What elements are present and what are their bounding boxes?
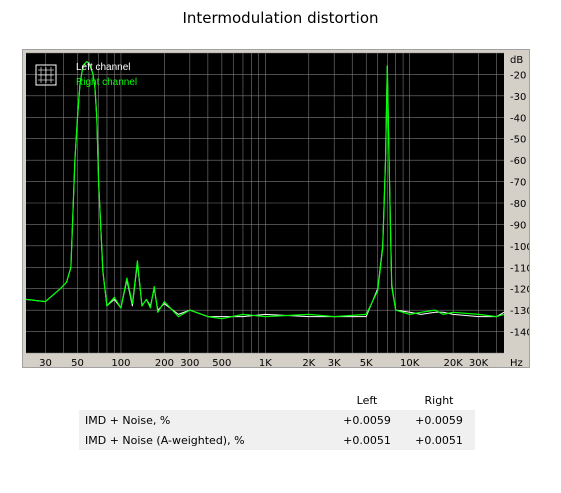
results-row: IMD + Noise (A-weighted), % +0.0051 +0.0… xyxy=(79,430,475,450)
results-row-label: IMD + Noise, % xyxy=(79,410,331,430)
y-tick-label: -70 xyxy=(510,178,526,189)
y-tick-label: -120 xyxy=(510,285,529,296)
y-axis-unit-label: dB xyxy=(510,55,523,66)
y-tick-label: -30 xyxy=(510,92,526,103)
x-axis-unit-label: Hz xyxy=(510,358,523,367)
y-tick-label: -100 xyxy=(510,242,529,253)
legend-entry: Left channel xyxy=(76,62,131,73)
y-tick-label: -60 xyxy=(510,156,526,167)
series-line-right-channel xyxy=(25,61,505,320)
x-tick-label: 50 xyxy=(71,358,84,367)
x-tick-label: 500 xyxy=(212,358,231,367)
x-tick-label: 30 xyxy=(39,358,52,367)
x-tick-label: 2K xyxy=(302,358,315,367)
results-row-left: +0.0051 xyxy=(331,430,403,450)
x-tick-label: 300 xyxy=(180,358,199,367)
results-row-label: IMD + Noise (A-weighted), % xyxy=(79,430,331,450)
results-header-left: Left xyxy=(331,390,403,410)
y-tick-label: -130 xyxy=(510,306,529,317)
y-tick-label: -90 xyxy=(510,220,526,231)
results-row-right: +0.0059 xyxy=(403,410,475,430)
x-tick-label: 100 xyxy=(111,358,130,367)
x-tick-label: 5K xyxy=(360,358,373,367)
results-header-blank xyxy=(79,390,331,410)
x-tick-label: 200 xyxy=(155,358,174,367)
chart-title: Intermodulation distortion xyxy=(182,9,379,27)
y-tick-label: -50 xyxy=(510,135,526,146)
legend-entry: Right channel xyxy=(76,77,137,88)
y-tick-label: -20 xyxy=(510,70,526,81)
x-tick-label: 10K xyxy=(400,358,420,367)
spectrum-plot: dB -20 -30 -40 -50 -60 -70 -80 -90 -100 -110 -120 -1… xyxy=(25,52,529,367)
x-tick-label: 30K xyxy=(469,358,489,367)
results-header-right: Right xyxy=(403,390,475,410)
results-header-row: Left Right xyxy=(79,390,475,410)
y-tick-label: -140 xyxy=(510,328,529,339)
results-row-left: +0.0059 xyxy=(331,410,403,430)
y-tick-label: -80 xyxy=(510,199,526,210)
x-tick-label: 20K xyxy=(444,358,464,367)
results-table: Left Right IMD + Noise, % +0.0059 +0.005… xyxy=(79,390,475,450)
results-row: IMD + Noise, % +0.0059 +0.0059 xyxy=(79,410,475,430)
y-tick-label: -110 xyxy=(510,263,529,274)
results-row-right: +0.0051 xyxy=(403,430,475,450)
legend-icon xyxy=(35,64,57,86)
x-tick-label: 3K xyxy=(328,358,341,367)
y-tick-label: -40 xyxy=(510,113,526,124)
chart-frame: dB -20 -30 -40 -50 -60 -70 -80 -90 -100 -110 -120 -1… xyxy=(22,49,530,368)
x-tick-label: 1K xyxy=(259,358,272,367)
